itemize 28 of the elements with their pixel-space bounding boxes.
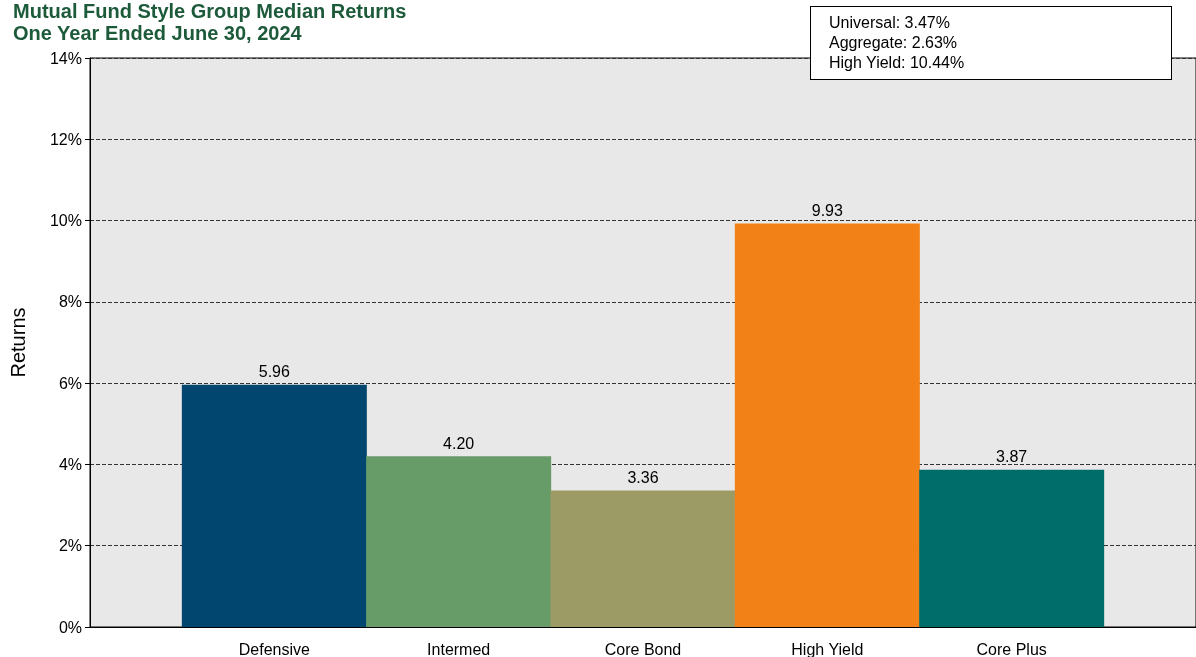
data-label: 4.20 (443, 434, 475, 452)
data-label: 5.96 (258, 363, 291, 381)
y-tick-label: 4% (58, 455, 82, 473)
data-label: 3.36 (627, 468, 659, 486)
chart-subtitle: One Year Ended June 30, 2024 (13, 22, 303, 44)
x-tick-label: Intermed (427, 640, 491, 657)
y-tick-label: 8% (58, 293, 82, 311)
x-tick-label: Core Bond (604, 640, 682, 657)
y-tick-label: 14% (49, 49, 82, 67)
note-box: Universal: 3.47% Aggregate: 2.63% High Yield: 10.44% (810, 6, 1172, 80)
chart-title: Mutual Fund Style Group Median Returns (13, 0, 407, 22)
x-tick-label: High Yield (791, 640, 864, 657)
y-tick-label: 0% (58, 618, 82, 636)
y-tick-label: 10% (49, 212, 82, 230)
bar (366, 456, 552, 627)
y-tick-label: 12% (49, 130, 82, 148)
y-tick-label: 2% (58, 537, 82, 555)
y-tick-label: 6% (58, 374, 82, 392)
annotation: High Yield: 10.44% (829, 53, 966, 73)
data-label: 3.87 (996, 448, 1028, 466)
x-tick-label: Defensive (238, 640, 311, 657)
bar (919, 469, 1105, 627)
data-label: 9.93 (811, 201, 844, 219)
bar (181, 384, 367, 627)
y-axis-title: Returns (7, 307, 29, 378)
bar (734, 223, 920, 627)
bar (550, 490, 736, 627)
x-tick-label: Core Plus (976, 640, 1047, 657)
